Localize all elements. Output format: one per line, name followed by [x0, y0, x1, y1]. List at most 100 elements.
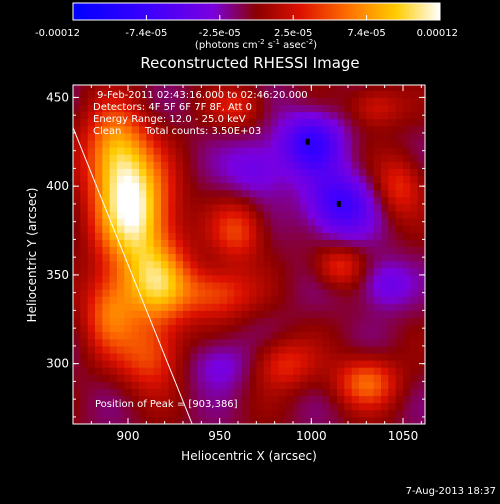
heatmap-cell — [109, 111, 118, 120]
heatmap-cell — [322, 140, 331, 148]
heatmap-cell — [373, 218, 382, 226]
heatmap-cell — [373, 211, 382, 219]
heatmap-cell — [95, 175, 103, 184]
heatmap-cell — [329, 289, 338, 297]
heatmap-cell — [249, 303, 257, 311]
heatmap-cell — [381, 125, 389, 134]
heatmap-cell — [373, 189, 382, 198]
heatmap-cell — [403, 196, 411, 205]
heatmap-cell — [190, 317, 199, 326]
heatmap-cell — [417, 416, 425, 424]
heatmap-cell — [102, 324, 111, 333]
heatmap-cell — [190, 90, 199, 98]
heatmap-cell — [344, 324, 353, 333]
heatmap-cell — [80, 274, 89, 283]
heatmap-cell — [381, 196, 389, 205]
heatmap-cell — [263, 360, 272, 368]
heatmap-cell — [146, 211, 155, 219]
heatmap-cell — [322, 345, 331, 354]
heatmap-cell — [315, 218, 323, 226]
heatmap-cell — [212, 353, 221, 361]
heatmap-cell — [249, 353, 257, 361]
heatmap-cell — [417, 111, 425, 120]
heatmap-cell — [395, 239, 404, 248]
heatmap-cell — [300, 175, 309, 184]
heatmap-cell — [190, 324, 199, 333]
heatmap-cell — [227, 345, 235, 354]
heatmap-cell — [249, 125, 257, 134]
colorbar-tick-label: 7.4e-05 — [347, 28, 385, 39]
heatmap-cell — [95, 324, 103, 333]
heatmap-cell — [139, 85, 147, 91]
heatmap-cell — [175, 345, 184, 354]
heatmap-cell — [388, 175, 397, 184]
heatmap-cell — [381, 274, 389, 283]
heatmap-cell — [373, 282, 382, 290]
heatmap-cell — [234, 317, 243, 326]
heatmap-cell — [373, 175, 382, 184]
heatmap-cell — [307, 161, 316, 169]
heatmap-cell — [161, 388, 169, 397]
heatmap-cell — [337, 409, 345, 418]
heatmap-cell — [73, 324, 81, 333]
heatmap-cell — [366, 253, 375, 262]
heatmap-cell — [131, 282, 140, 290]
heatmap-cell — [95, 360, 103, 368]
heatmap-cell — [410, 353, 419, 361]
heatmap-cell — [293, 338, 301, 347]
heatmap-cell — [146, 395, 155, 404]
heatmap-cell — [373, 353, 382, 361]
heatmap-cell — [197, 168, 206, 177]
heatmap-cell — [307, 395, 316, 404]
heatmap-cell — [366, 345, 375, 354]
heatmap-cell — [359, 331, 367, 340]
heatmap-cell — [293, 239, 301, 248]
heatmap-cell — [168, 196, 177, 205]
heatmap-cell — [359, 353, 367, 361]
heatmap-cell — [373, 140, 382, 148]
heatmap-cell — [337, 416, 345, 424]
heatmap-cell — [315, 118, 323, 127]
heatmap-cell — [395, 374, 404, 382]
heatmap-cell — [351, 381, 360, 389]
heatmap-cell — [205, 402, 213, 411]
heatmap-cell — [315, 211, 323, 219]
heatmap-cell — [205, 182, 213, 191]
heatmap-cell — [395, 232, 404, 240]
heatmap-cell — [329, 203, 338, 212]
heatmap-cell — [241, 90, 250, 98]
heatmap-cell — [139, 168, 147, 177]
heatmap-cell — [183, 331, 191, 340]
heatmap-cell — [168, 118, 177, 127]
heatmap-cell — [322, 211, 331, 219]
heatmap-cell — [80, 140, 89, 148]
heatmap-cell — [381, 402, 389, 411]
heatmap-cell — [315, 260, 323, 269]
heatmap-cell — [241, 409, 250, 418]
heatmap-cell — [124, 345, 133, 354]
heatmap-cell — [102, 402, 111, 411]
heatmap-cell — [366, 140, 375, 148]
heatmap-cell — [366, 211, 375, 219]
heatmap-cell — [315, 125, 323, 134]
heatmap-cell — [197, 409, 206, 418]
heatmap-cell — [124, 381, 133, 389]
heatmap-cell — [80, 289, 89, 297]
heatmap-cell — [73, 317, 81, 326]
heatmap-cell — [168, 203, 177, 212]
heatmap-cell — [271, 395, 279, 404]
heatmap-cell — [197, 289, 206, 297]
heatmap-cell — [131, 154, 140, 162]
heatmap-cell — [241, 203, 250, 212]
heatmap-cell — [359, 154, 367, 162]
heatmap-cell — [219, 360, 228, 368]
heatmap-cell — [285, 168, 294, 177]
heatmap-cell — [153, 253, 162, 262]
heatmap-cell — [190, 374, 199, 382]
heatmap-cell — [395, 296, 404, 304]
heatmap-cell — [307, 189, 316, 198]
heatmap-cell — [234, 189, 243, 198]
heatmap-cell — [300, 168, 309, 177]
heatmap-cell — [381, 111, 389, 120]
heatmap-cell — [168, 168, 177, 177]
